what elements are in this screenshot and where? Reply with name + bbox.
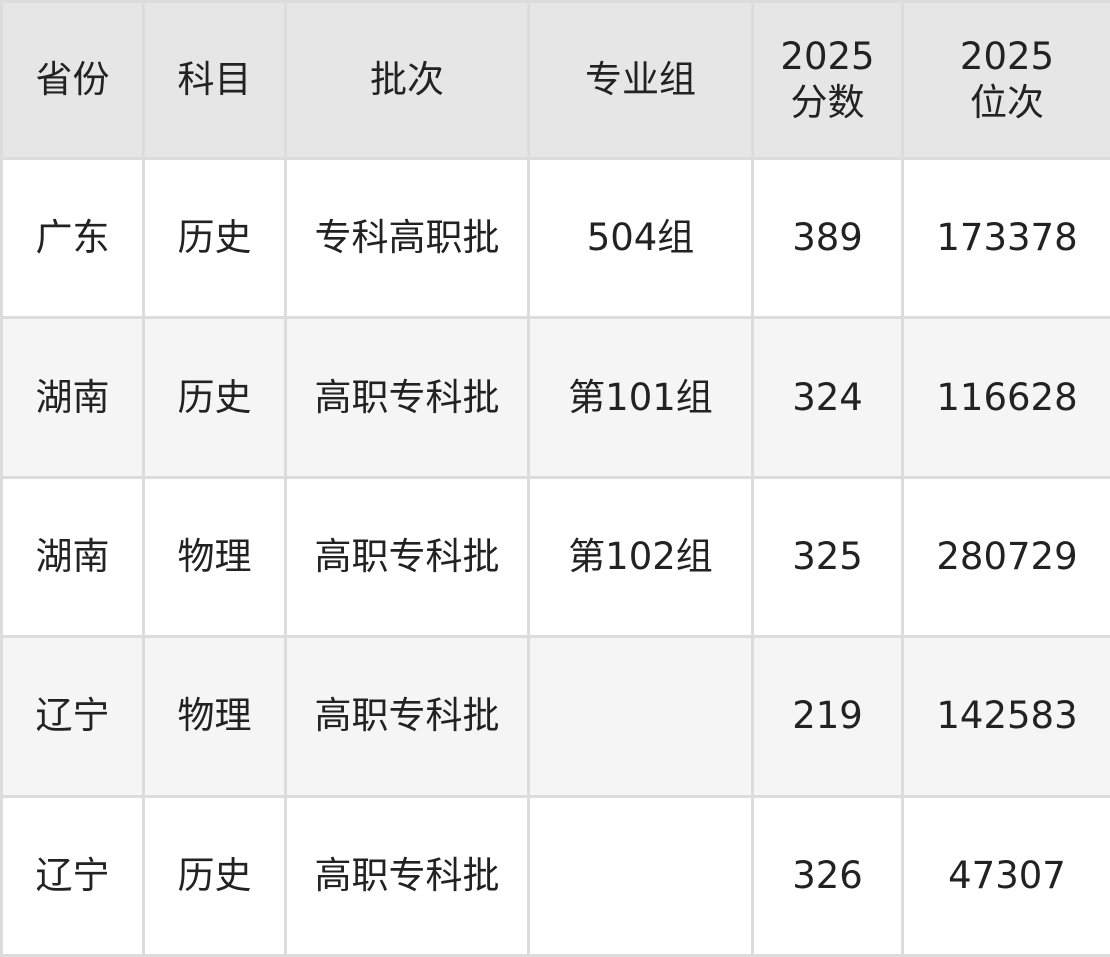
header-score: 2025分数 <box>751 0 904 160</box>
cell-subject: 历史 <box>142 156 287 320</box>
cell-province: 辽宁 <box>0 794 145 957</box>
cell-subject: 历史 <box>142 316 287 479</box>
header-score-label: 2025分数 <box>780 35 875 124</box>
cell-score: 326 <box>751 794 904 957</box>
cell-batch: 高职专科批 <box>284 316 530 479</box>
header-rank: 2025位次 <box>901 0 1110 160</box>
cell-subject: 历史 <box>142 794 287 957</box>
cell-batch: 高职专科批 <box>284 475 530 639</box>
cell-rank: 142583 <box>901 635 1110 798</box>
header-subject: 科目 <box>142 0 287 160</box>
header-row: 省份 科目 批次 专业组 2025分数 2025位次 <box>0 0 1110 160</box>
header-rank-label: 2025位次 <box>959 35 1055 124</box>
cell-province: 广东 <box>0 156 145 320</box>
header-major-group: 专业组 <box>527 0 754 160</box>
cell-major-group <box>527 635 754 798</box>
table-row: 辽宁 历史 高职专科批 326 47307 <box>0 794 1110 957</box>
cell-subject: 物理 <box>142 475 287 639</box>
cell-score: 389 <box>751 156 904 320</box>
cell-rank: 47307 <box>901 794 1110 957</box>
cell-batch: 高职专科批 <box>284 635 530 798</box>
cell-score: 324 <box>751 316 904 479</box>
cell-subject: 物理 <box>142 635 287 798</box>
cell-major-group: 第102组 <box>527 475 754 639</box>
header-batch: 批次 <box>284 0 530 160</box>
cell-batch: 专科高职批 <box>284 156 530 320</box>
header-province: 省份 <box>0 0 145 160</box>
table-row: 辽宁 物理 高职专科批 219 142583 <box>0 635 1110 798</box>
cell-province: 湖南 <box>0 316 145 479</box>
cell-batch: 高职专科批 <box>284 794 530 957</box>
table-row: 广东 历史 专科高职批 504组 389 173378 <box>0 156 1110 320</box>
cell-major-group <box>527 794 754 957</box>
table-row: 湖南 历史 高职专科批 第101组 324 116628 <box>0 316 1110 479</box>
cell-major-group: 504组 <box>527 156 754 320</box>
cell-major-group: 第101组 <box>527 316 754 479</box>
cell-rank: 116628 <box>901 316 1110 479</box>
cell-rank: 173378 <box>901 156 1110 320</box>
cell-rank: 280729 <box>901 475 1110 639</box>
cell-province: 辽宁 <box>0 635 145 798</box>
cell-score: 325 <box>751 475 904 639</box>
cell-score: 219 <box>751 635 904 798</box>
table-row: 湖南 物理 高职专科批 第102组 325 280729 <box>0 475 1110 639</box>
cell-province: 湖南 <box>0 475 145 639</box>
